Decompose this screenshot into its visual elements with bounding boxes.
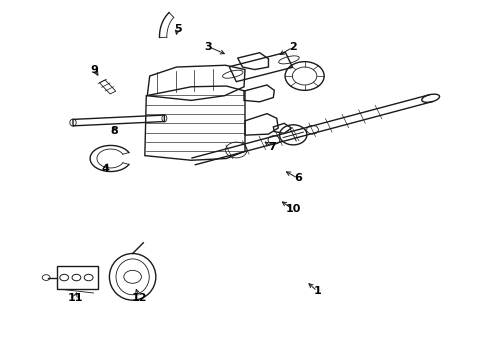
Text: 12: 12 (131, 293, 147, 303)
Text: 8: 8 (110, 126, 118, 135)
Text: 4: 4 (102, 164, 110, 174)
Text: 9: 9 (91, 64, 98, 75)
Text: 1: 1 (314, 286, 321, 296)
Text: 2: 2 (289, 42, 297, 52)
Text: 11: 11 (67, 293, 83, 303)
Text: 7: 7 (268, 142, 276, 152)
Text: 6: 6 (294, 173, 302, 183)
Text: 5: 5 (174, 24, 181, 34)
Text: 3: 3 (204, 42, 212, 51)
Text: 10: 10 (285, 204, 300, 215)
